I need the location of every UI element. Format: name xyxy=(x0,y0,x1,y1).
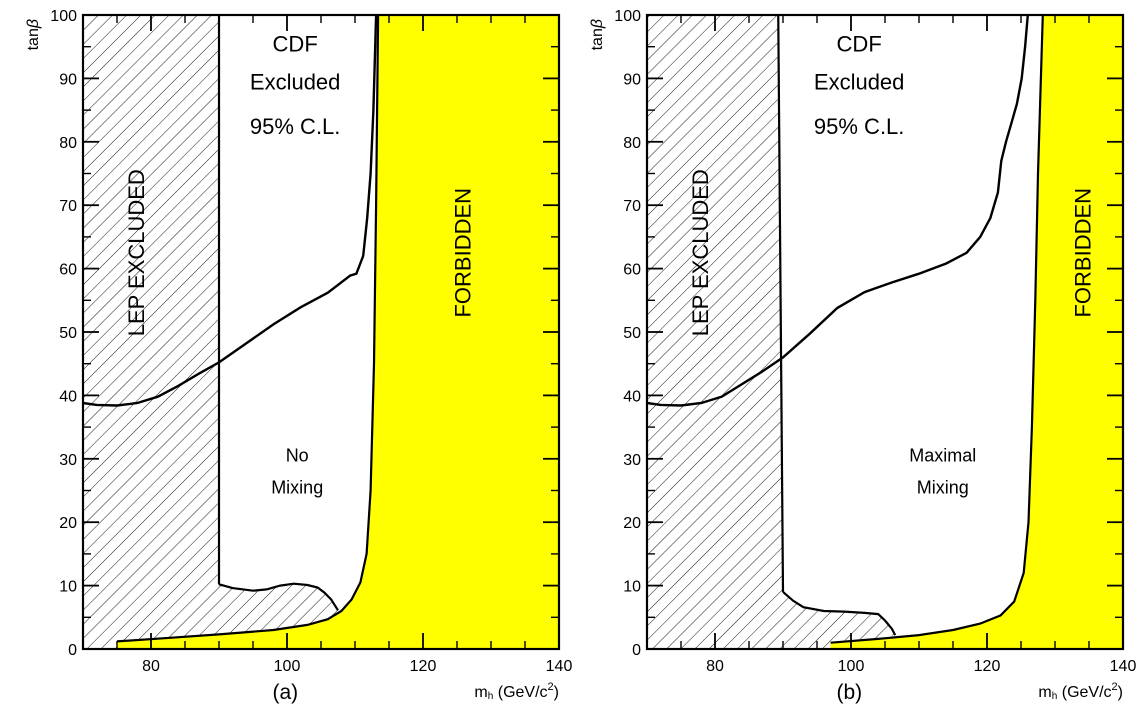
cdf-label-line: Excluded xyxy=(814,70,905,95)
y-tick-label: 50 xyxy=(59,325,77,342)
y-tick-label: 30 xyxy=(623,452,641,469)
panel-b: 0 10 20 30 40 50 60 70 80 90 100 80 100 120 140 tanβ mh … xyxy=(589,8,1136,704)
panel-label: (a) xyxy=(272,681,298,704)
cdf-label-line: 95% C.L. xyxy=(250,114,341,139)
x-tick-label: 100 xyxy=(838,658,865,675)
forbidden-boundary-line xyxy=(830,15,1044,644)
forbidden-region xyxy=(117,15,559,649)
y-tick-label: 0 xyxy=(632,642,641,659)
y-tick-label: 100 xyxy=(50,8,77,25)
x-tick-label: 80 xyxy=(142,658,160,675)
x-tick-label: 100 xyxy=(274,658,301,675)
y-tick-label: 90 xyxy=(623,71,641,88)
forbidden-label: FORBIDDEN xyxy=(451,188,476,318)
mixing-label-line: No xyxy=(286,446,309,466)
lep-excluded-region xyxy=(83,15,342,649)
y-tick-label: 70 xyxy=(623,198,641,215)
cdf-label-line: CDF xyxy=(273,32,318,57)
cdf-label-line: 95% C.L. xyxy=(814,114,905,139)
y-tick-label: 40 xyxy=(59,388,77,405)
cdf-exclusion-curve xyxy=(647,15,1029,407)
y-axis-label: tanβ xyxy=(589,19,606,50)
y-tick-label: 10 xyxy=(623,579,641,596)
y-tick-label: 70 xyxy=(59,198,77,215)
x-tick-label: 80 xyxy=(706,658,724,675)
x-axis-label: mh (GeV/c2) xyxy=(1038,681,1123,702)
panel-a-plot-area xyxy=(83,15,559,649)
lep-boundary-line xyxy=(777,15,785,592)
forbidden-region xyxy=(830,15,1123,649)
y-tick-label: 40 xyxy=(623,388,641,405)
cdf-lower-boundary-line xyxy=(218,582,339,611)
mixing-label-line: Mixing xyxy=(271,477,323,497)
cdf-label-line: Excluded xyxy=(250,70,341,95)
lep-excluded-label: LEP EXCLUDED xyxy=(688,169,713,336)
panel-b-plot-area xyxy=(647,15,1123,649)
y-tick-label: 30 xyxy=(59,452,77,469)
panel-label: (b) xyxy=(836,681,862,704)
mixing-label-line: Maximal xyxy=(909,446,976,466)
y-tick-label: 20 xyxy=(623,515,641,532)
panel-a: 0 10 20 30 40 50 60 70 80 90 100 80 100 120 140 tanβ mh … xyxy=(25,8,572,704)
y-tick-label: 10 xyxy=(59,579,77,596)
y-tick-label: 60 xyxy=(59,262,77,279)
x-tick-label: 140 xyxy=(1110,658,1137,675)
y-tick-label: 0 xyxy=(68,642,77,659)
lep-excluded-label: LEP EXCLUDED xyxy=(124,169,149,336)
lep-excluded-region xyxy=(647,15,896,649)
forbidden-boundary-line xyxy=(116,15,380,643)
x-axis-label: mh (GeV/c2) xyxy=(474,681,559,702)
cdf-exclusion-curve xyxy=(83,15,378,407)
cdf-lower-boundary-line xyxy=(782,591,897,636)
y-tick-label: 90 xyxy=(59,71,77,88)
y-tick-label: 80 xyxy=(59,135,77,152)
y-tick-label: 100 xyxy=(614,8,641,25)
mixing-label-line: Mixing xyxy=(917,477,969,497)
y-tick-label: 20 xyxy=(59,515,77,532)
y-tick-label: 80 xyxy=(623,135,641,152)
y-tick-label: 50 xyxy=(623,325,641,342)
x-tick-label: 120 xyxy=(410,658,437,675)
y-axis-label: tanβ xyxy=(25,19,42,50)
x-tick-label: 120 xyxy=(974,658,1001,675)
cdf-label-line: CDF xyxy=(837,32,882,57)
x-tick-label: 140 xyxy=(546,658,573,675)
forbidden-label: FORBIDDEN xyxy=(1070,188,1095,318)
y-tick-label: 60 xyxy=(623,262,641,279)
